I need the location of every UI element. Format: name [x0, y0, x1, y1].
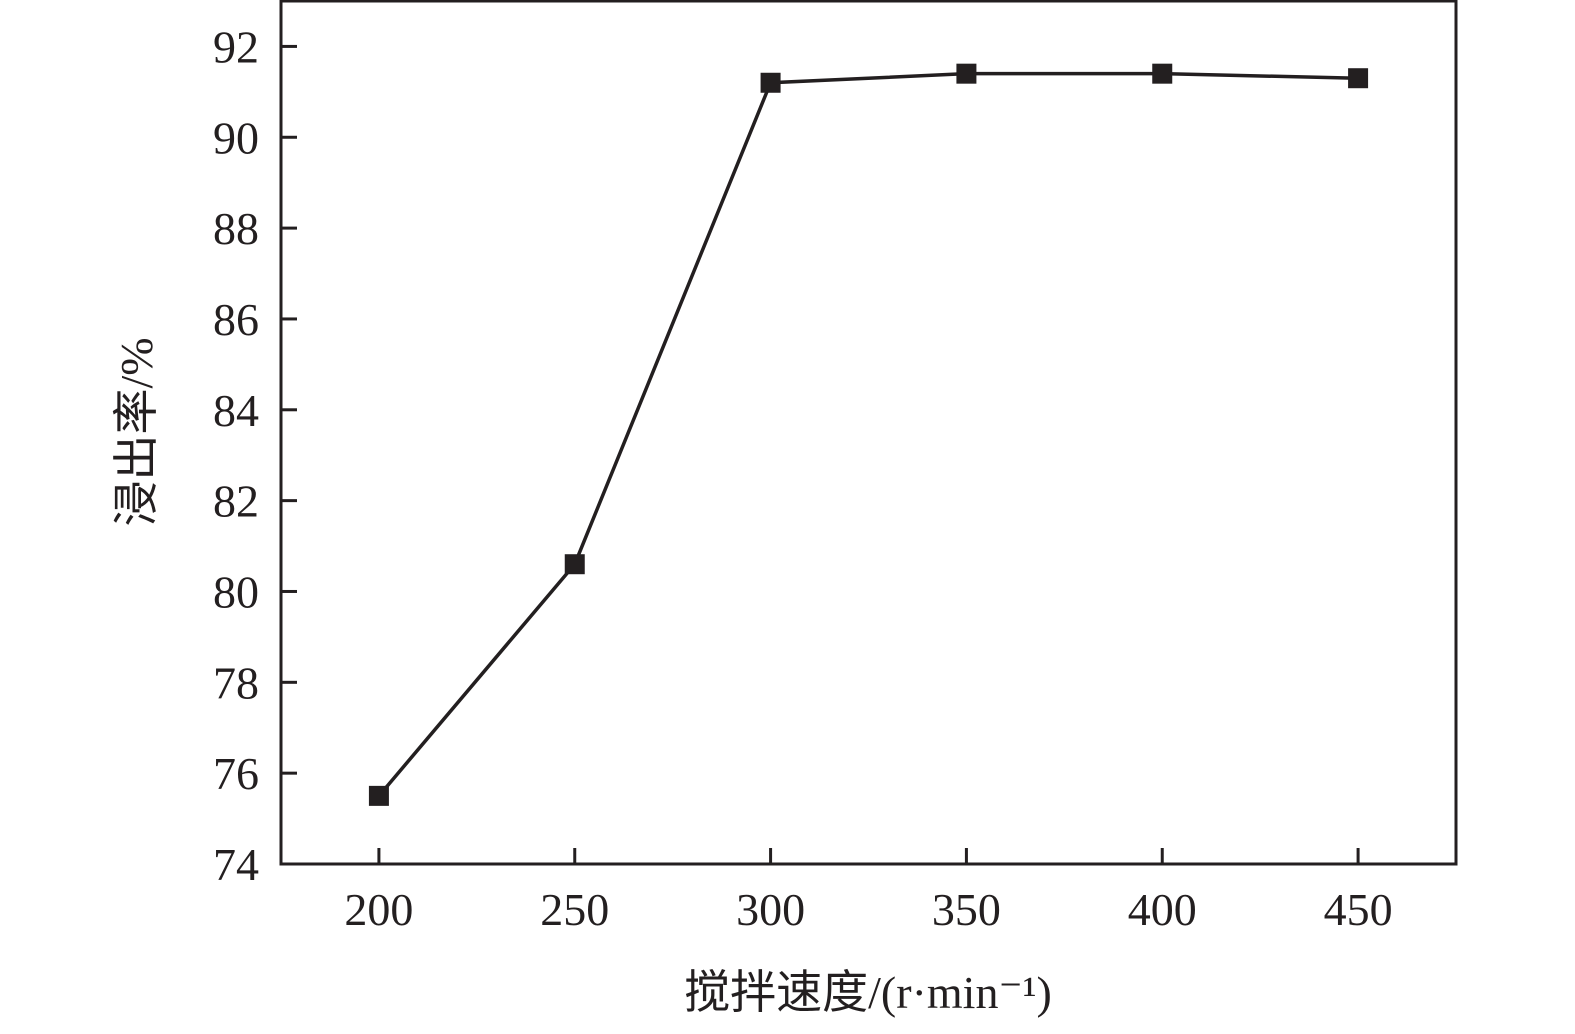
data-point-marker [1348, 68, 1369, 89]
data-point-marker [564, 554, 585, 575]
y-tick-label: 88 [213, 203, 259, 254]
y-tick-label: 82 [213, 476, 259, 527]
data-point-marker [368, 785, 389, 806]
y-tick-label: 80 [213, 566, 259, 617]
x-tick-label: 450 [1324, 884, 1393, 935]
y-tick-label: 84 [213, 385, 259, 436]
y-axis-label: 浸出率/% [111, 337, 162, 526]
x-tick-label: 200 [344, 884, 413, 935]
data-point-marker [956, 63, 977, 84]
x-tick-label: 350 [932, 884, 1001, 935]
x-tick-label: 250 [540, 884, 609, 935]
data-point-marker [1152, 63, 1173, 84]
y-tick-label: 78 [213, 657, 259, 708]
y-tick-label: 76 [213, 748, 259, 799]
x-tick-label: 300 [736, 884, 805, 935]
y-tick-label: 86 [213, 294, 259, 345]
y-tick-label: 74 [213, 839, 259, 890]
plot-frame [279, 0, 1458, 866]
x-tick-label: 400 [1128, 884, 1197, 935]
series-line [377, 71, 1359, 797]
y-tick-label: 90 [213, 112, 259, 163]
data-point-marker [760, 72, 781, 93]
x-axis-label: 搅拌速度/(r·min⁻¹) [684, 967, 1052, 1018]
y-tick-label: 92 [213, 21, 259, 72]
